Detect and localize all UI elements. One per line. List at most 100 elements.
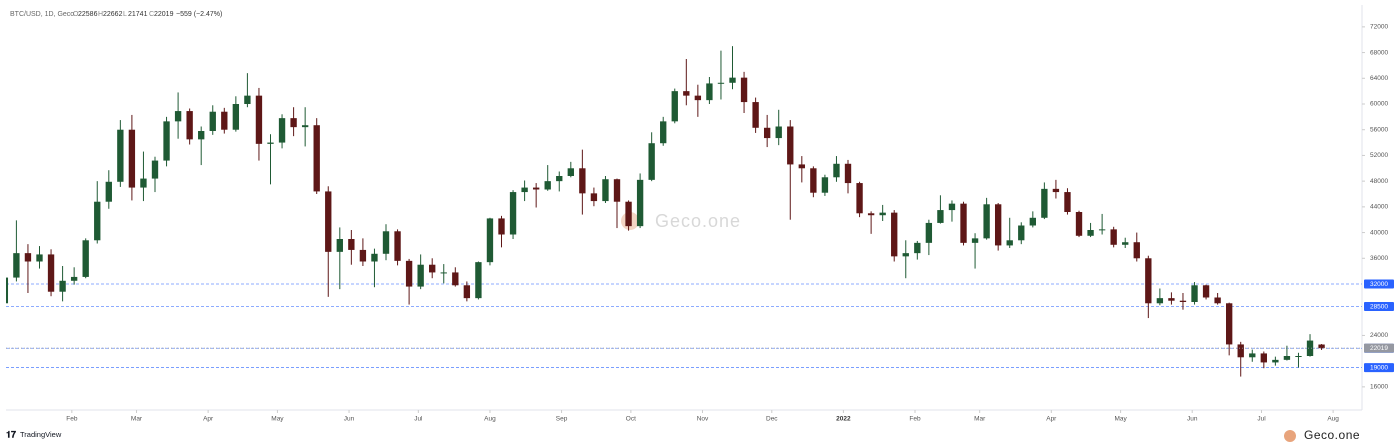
- candle-body: [787, 126, 794, 165]
- candle-body: [105, 181, 112, 202]
- candle-body: [1075, 212, 1083, 236]
- candle-body: [1191, 285, 1198, 302]
- header: BTC/USD, 1D, Geco O 22586 H 22662 L 2174…: [10, 11, 222, 18]
- footer: 𝟏𝟕 TradingView Geco.one: [6, 428, 1360, 442]
- candle-body: [960, 203, 967, 243]
- candle-body: [1283, 356, 1291, 360]
- candle-body: [232, 104, 240, 130]
- x-tick-label: Apr: [1046, 416, 1057, 423]
- candle-body: [636, 179, 644, 227]
- candle-body: [994, 204, 1002, 246]
- x-tick-label: Dec: [766, 416, 778, 423]
- candle-body: [198, 131, 205, 140]
- plot-area: [6, 46, 1362, 377]
- candle-body: [1006, 240, 1013, 246]
- candle-body: [117, 129, 124, 182]
- candle-body: [59, 280, 66, 292]
- x-tick-label: Nov: [697, 416, 709, 423]
- candle-body: [1029, 217, 1036, 226]
- candle-body: [879, 212, 886, 216]
- candle-body: [763, 127, 771, 139]
- y-tick-label: 60000: [1370, 101, 1388, 108]
- candle-body: [902, 253, 909, 257]
- candle-body: [163, 121, 170, 161]
- level-label-box: [1364, 302, 1394, 311]
- candle-body: [1272, 359, 1279, 363]
- footer-right: Geco.one: [1304, 428, 1360, 442]
- candle-body: [925, 222, 933, 243]
- candle-body: [313, 125, 320, 192]
- x-tick-label: Jun: [1187, 416, 1198, 423]
- candle-body: [717, 82, 725, 84]
- candle-body: [1202, 285, 1210, 298]
- level-label: 19000: [1370, 365, 1388, 372]
- candle-body: [301, 125, 309, 128]
- candle-body: [1098, 229, 1106, 231]
- y-tick-label: 56000: [1370, 126, 1388, 133]
- ohlc-value: 22662: [103, 11, 123, 18]
- y-tick-label: 36000: [1370, 255, 1388, 262]
- candle-body: [544, 181, 551, 190]
- candle-body: [590, 193, 598, 202]
- candle-body: [429, 264, 436, 273]
- ohlc-value: 22019: [154, 11, 174, 18]
- candle-body: [1041, 188, 1048, 218]
- ohlc-label: O: [73, 11, 79, 18]
- candle-body: [336, 239, 343, 252]
- candle-body: [290, 118, 297, 128]
- y-tick-label: 48000: [1370, 178, 1388, 185]
- candle-body: [891, 212, 898, 257]
- candle-body: [532, 187, 540, 190]
- candle-body: [382, 231, 390, 254]
- y-tick-label: 40000: [1370, 229, 1388, 236]
- candle-body: [648, 143, 655, 180]
- candle-body: [70, 276, 78, 281]
- candle-body: [660, 121, 667, 144]
- candle-body: [833, 163, 840, 178]
- candle-body: [971, 238, 979, 243]
- candle-body: [498, 218, 505, 235]
- candle-body: [140, 178, 147, 188]
- candle-body: [6, 277, 9, 304]
- watermark: Geco.one: [655, 211, 741, 231]
- x-tick-label: Mar: [131, 416, 143, 423]
- candle-body: [1249, 353, 1256, 358]
- candle-body: [1133, 242, 1140, 259]
- candle-body: [475, 262, 482, 299]
- candle-body: [174, 111, 182, 122]
- x-tick-label: May: [271, 416, 284, 423]
- x-tick-label: Oct: [626, 416, 636, 423]
- x-tick-label: Jul: [414, 416, 423, 423]
- candle-body: [602, 179, 609, 202]
- candle-body: [94, 201, 101, 241]
- candle-body: [1087, 230, 1094, 236]
- candle-body: [1214, 297, 1221, 304]
- candle-body: [244, 95, 251, 104]
- last-price-label: 22019: [1370, 345, 1388, 352]
- x-tick-label: Sep: [556, 416, 568, 423]
- candle-body: [82, 240, 89, 277]
- brand-logo: [1284, 430, 1296, 442]
- ohlc-value: 21741: [128, 11, 148, 18]
- level-label-box: [1364, 279, 1394, 289]
- candle-body: [613, 179, 621, 202]
- x-tick-label: 2022: [836, 416, 851, 423]
- candle-body: [13, 253, 20, 278]
- candle-body: [24, 253, 32, 262]
- candle-body: [856, 183, 863, 214]
- candle-body: [452, 272, 459, 286]
- candle-body: [556, 176, 563, 182]
- last-price-label-box: [1364, 343, 1394, 353]
- candle-body: [625, 201, 632, 227]
- candle-body: [683, 91, 690, 96]
- candle-body: [1295, 356, 1302, 357]
- candle-body: [694, 95, 702, 101]
- candle-body: [1122, 242, 1129, 245]
- candle-body: [151, 160, 159, 179]
- candle-body: [1052, 188, 1060, 193]
- x-tick-label: Aug: [1327, 416, 1339, 423]
- candle-body: [221, 111, 228, 130]
- ohlc-label: C: [149, 11, 154, 18]
- candle-body: [394, 231, 401, 261]
